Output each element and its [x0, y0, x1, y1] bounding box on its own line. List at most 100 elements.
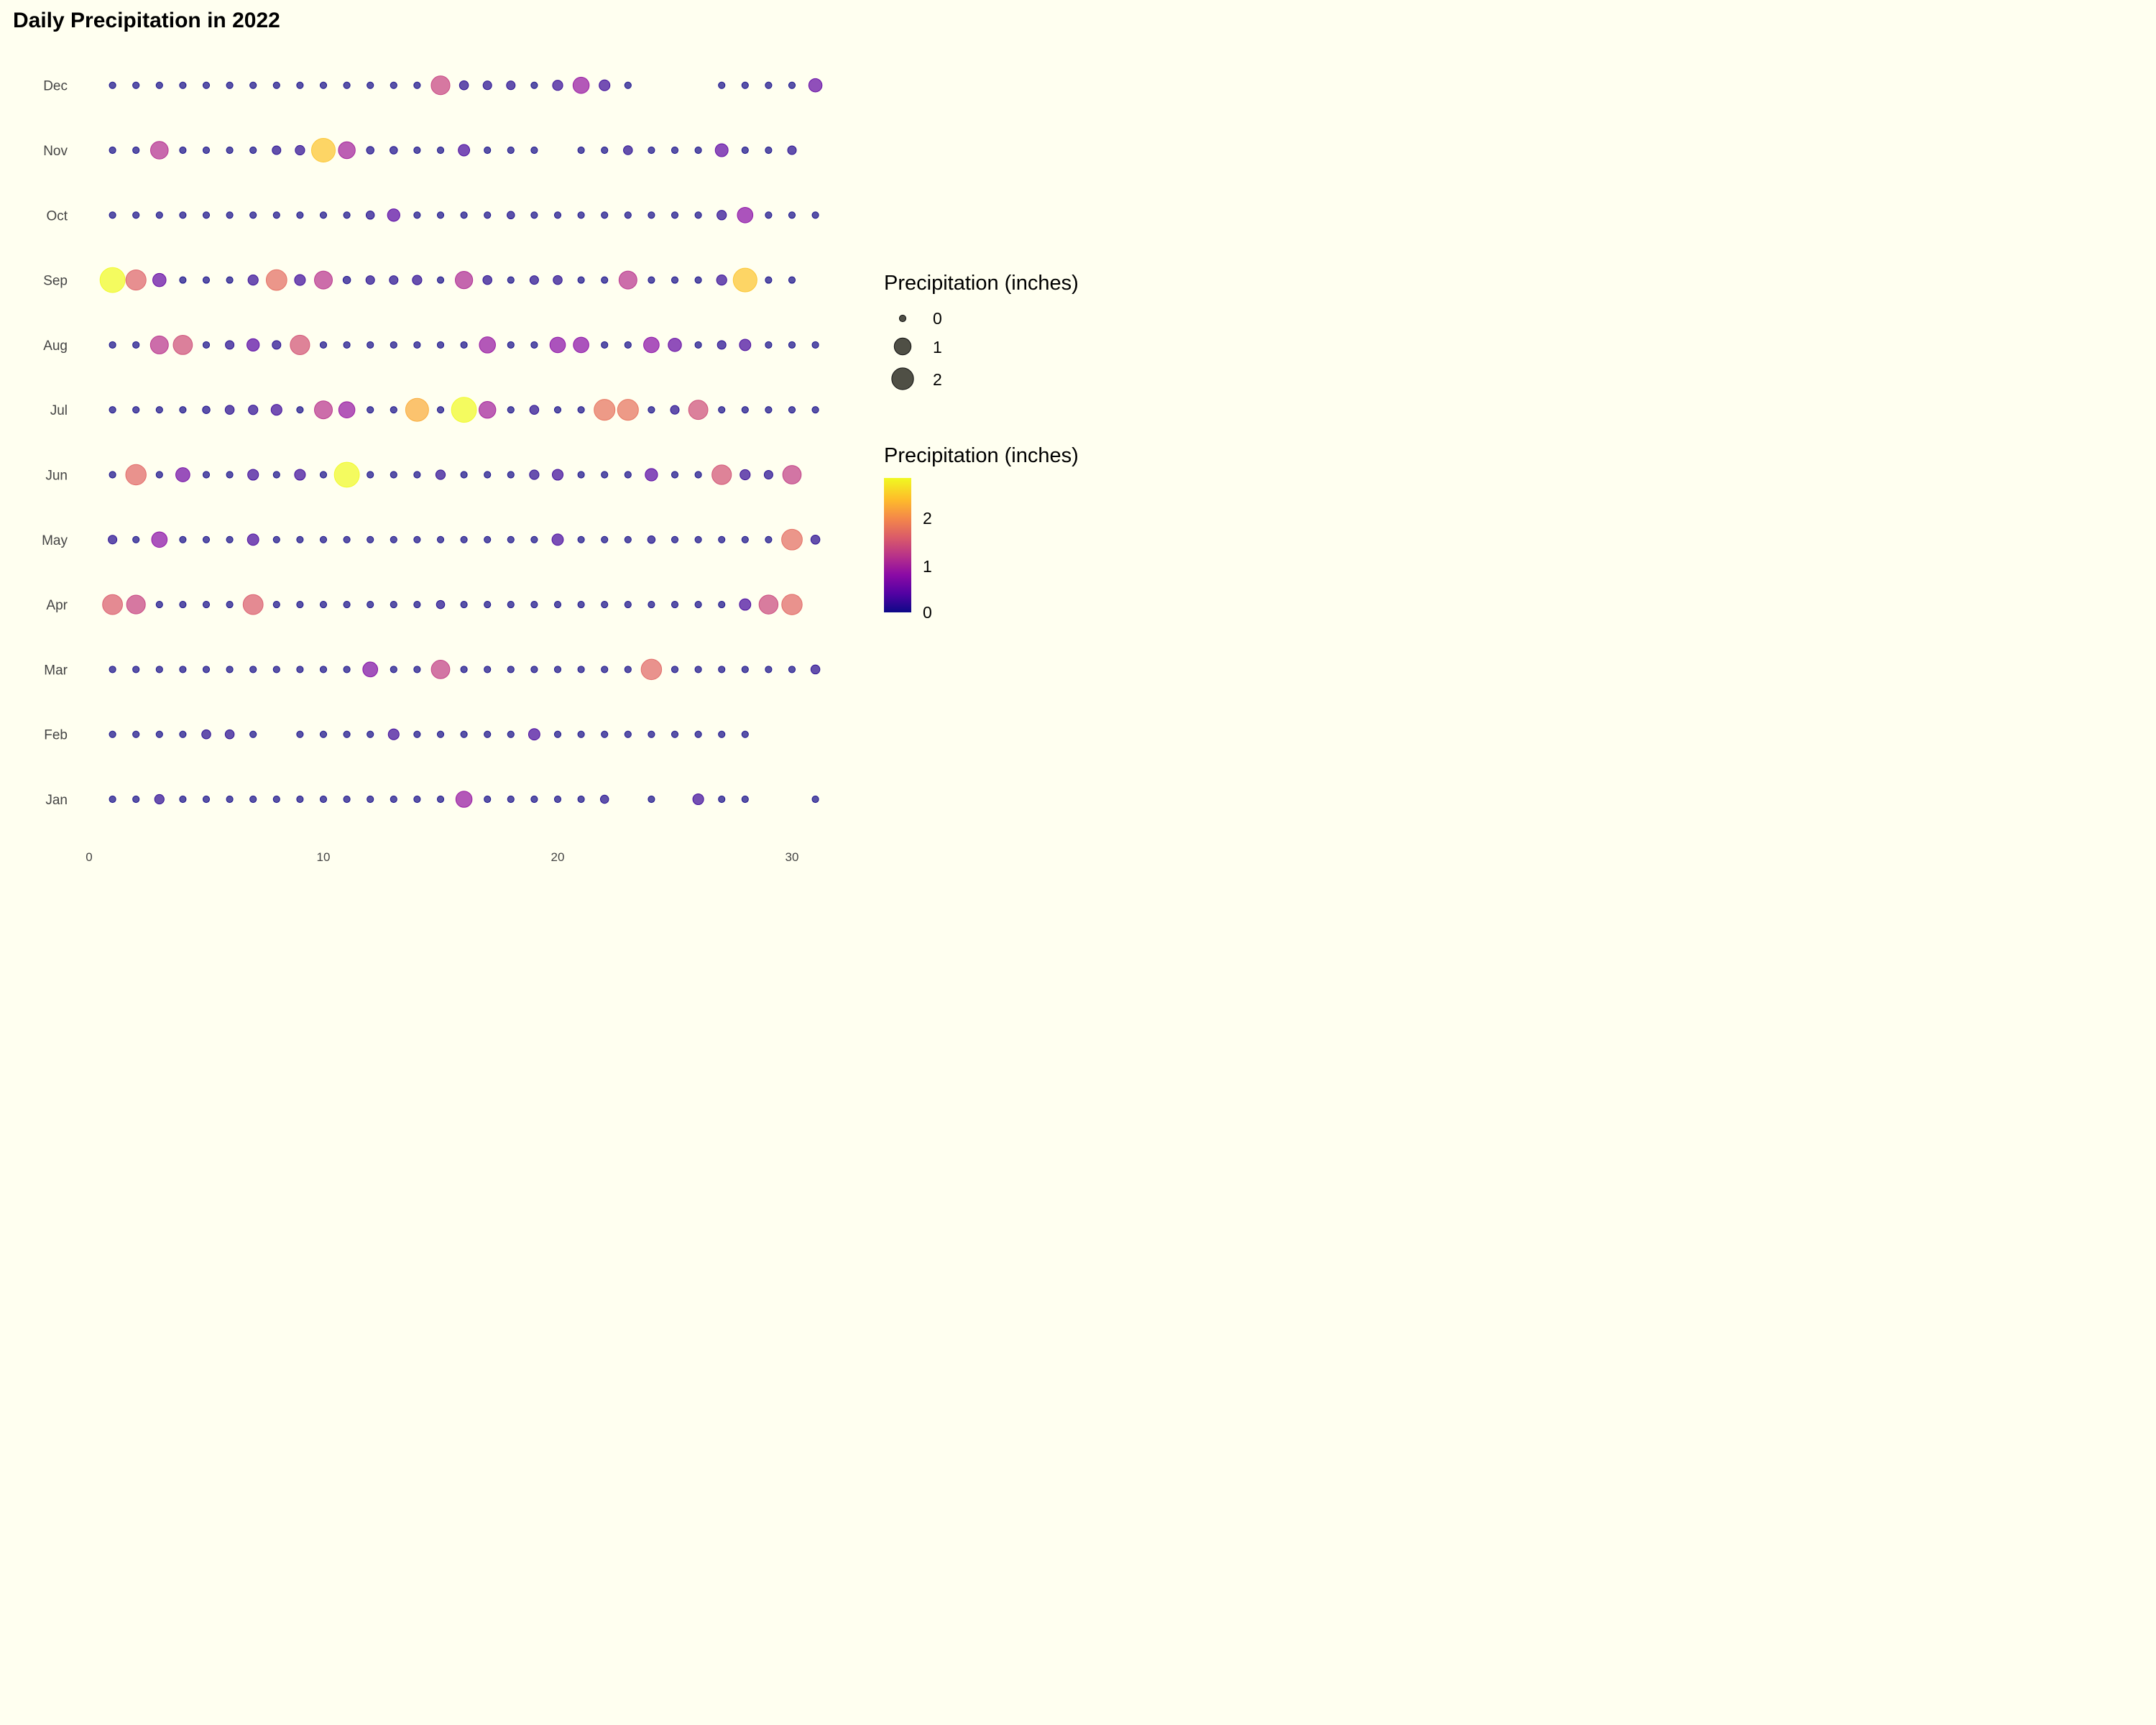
- data-point: [272, 795, 280, 804]
- y-tick-label: Nov: [43, 144, 68, 159]
- data-point: [412, 275, 423, 285]
- data-point: [765, 81, 773, 89]
- data-point: [458, 144, 471, 157]
- data-point: [319, 471, 328, 479]
- data-point: [455, 791, 473, 808]
- data-point: [788, 406, 796, 414]
- data-point: [295, 144, 305, 156]
- data-point: [109, 341, 116, 349]
- data-point: [484, 601, 492, 609]
- data-point: [601, 535, 609, 543]
- data-point: [741, 81, 749, 89]
- data-point: [482, 80, 492, 91]
- data-point: [718, 406, 726, 414]
- y-tick-label: May: [42, 533, 68, 548]
- data-point: [624, 730, 632, 738]
- data-point: [530, 341, 538, 349]
- data-point: [179, 795, 187, 804]
- data-point: [343, 666, 351, 673]
- data-point: [109, 146, 116, 155]
- data-point: [296, 666, 304, 673]
- data-point: [202, 535, 211, 543]
- data-point: [460, 601, 468, 609]
- data-point: [151, 531, 168, 548]
- data-point: [460, 471, 468, 479]
- data-point: [741, 666, 749, 673]
- data-point: [811, 795, 819, 804]
- data-point: [126, 594, 146, 615]
- data-point: [741, 730, 749, 738]
- data-point: [224, 729, 235, 740]
- data-point: [737, 206, 754, 224]
- data-point: [272, 601, 280, 609]
- data-point: [788, 341, 796, 349]
- data-point: [811, 406, 819, 414]
- data-point: [179, 146, 187, 155]
- data-point: [367, 535, 374, 543]
- data-point: [179, 211, 187, 219]
- data-point: [109, 471, 116, 479]
- data-point: [343, 211, 351, 219]
- colorbar-label-1: 1: [923, 557, 932, 576]
- data-point: [413, 535, 421, 543]
- data-point: [671, 730, 679, 738]
- data-point: [109, 730, 116, 738]
- data-point: [272, 211, 280, 219]
- data-point: [314, 270, 333, 290]
- data-point: [132, 146, 140, 155]
- data-point: [460, 666, 468, 673]
- data-point: [342, 275, 351, 285]
- data-point: [740, 469, 751, 481]
- data-point: [648, 146, 655, 155]
- data-point: [601, 730, 609, 738]
- data-point: [413, 81, 421, 89]
- data-point: [572, 76, 590, 94]
- size-legend-label-1: 1: [933, 338, 942, 356]
- data-point: [109, 211, 116, 219]
- data-point: [413, 730, 421, 738]
- data-point: [319, 730, 328, 738]
- data-point: [694, 535, 702, 543]
- data-point: [390, 666, 397, 673]
- data-point: [811, 341, 819, 349]
- y-tick-label: Sep: [43, 274, 68, 289]
- data-point: [149, 335, 169, 354]
- data-point: [225, 340, 235, 350]
- x-tick-label: 10: [317, 850, 331, 864]
- x-tick-label: 0: [86, 850, 92, 864]
- data-point: [202, 666, 211, 673]
- data-point: [247, 469, 259, 481]
- data-point: [343, 730, 351, 738]
- data-point: [765, 146, 773, 155]
- data-point: [202, 795, 211, 804]
- data-point: [436, 730, 445, 738]
- data-point: [718, 601, 726, 609]
- data-point: [319, 666, 328, 673]
- data-point: [507, 535, 515, 543]
- data-point: [296, 81, 304, 89]
- data-point: [718, 81, 726, 89]
- data-point: [296, 730, 304, 738]
- data-point: [484, 666, 492, 673]
- data-point: [577, 276, 585, 284]
- data-point: [765, 211, 773, 219]
- data-point: [155, 730, 163, 738]
- data-point: [484, 211, 492, 219]
- data-point: [741, 406, 749, 414]
- data-point: [367, 471, 374, 479]
- data-point: [506, 80, 516, 91]
- chart-title: Daily Precipitation in 2022: [13, 9, 280, 32]
- data-point: [413, 666, 421, 673]
- data-point: [202, 341, 211, 349]
- data-point: [618, 270, 637, 290]
- data-point: [765, 666, 773, 673]
- data-point: [623, 145, 633, 155]
- data-point: [507, 666, 515, 673]
- data-point: [102, 594, 123, 615]
- data-point: [553, 406, 562, 414]
- data-point: [413, 601, 421, 609]
- data-point: [367, 601, 374, 609]
- data-point: [296, 406, 304, 414]
- data-point: [668, 338, 682, 352]
- data-point: [553, 666, 562, 673]
